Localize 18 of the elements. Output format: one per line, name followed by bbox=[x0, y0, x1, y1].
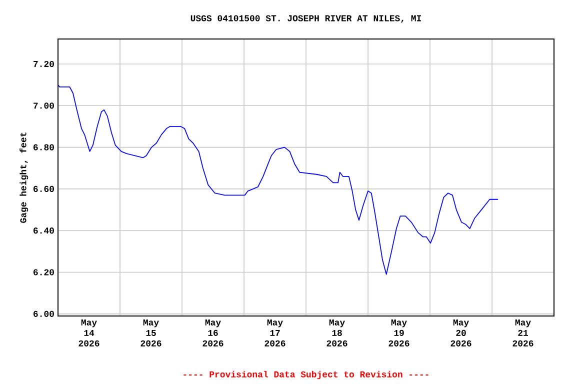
x-tick-label: May 20 2026 bbox=[450, 320, 472, 346]
y-tick-label: 6.80 bbox=[34, 144, 54, 150]
y-tick-label: 6.40 bbox=[34, 228, 54, 234]
x-tick-label: May 18 2026 bbox=[326, 320, 348, 346]
x-tick-label: May 19 2026 bbox=[388, 320, 410, 346]
x-tick-label: May 17 2026 bbox=[264, 320, 286, 346]
y-axis-title: Gage height, feet bbox=[20, 132, 28, 223]
y-tick-label: 6.00 bbox=[34, 310, 54, 317]
y-tick-label: 6.20 bbox=[34, 269, 54, 276]
y-tick-label: 7.20 bbox=[34, 60, 54, 68]
x-tick-label: May 16 2026 bbox=[202, 320, 224, 346]
y-tick-label: 7.00 bbox=[34, 102, 54, 109]
x-tick-label: May 14 2026 bbox=[78, 320, 100, 346]
chart-title: USGS 04101500 ST. JOSEPH RIVER AT NILES, MI bbox=[190, 15, 421, 23]
y-tick-label: 6.60 bbox=[34, 186, 54, 192]
text: ---- Provisional Data Subject to Revision ---- bbox=[184, 370, 428, 380]
x-tick-label: May 21 2026 bbox=[512, 320, 534, 346]
x-tick-label: May 15 2026 bbox=[140, 320, 162, 346]
